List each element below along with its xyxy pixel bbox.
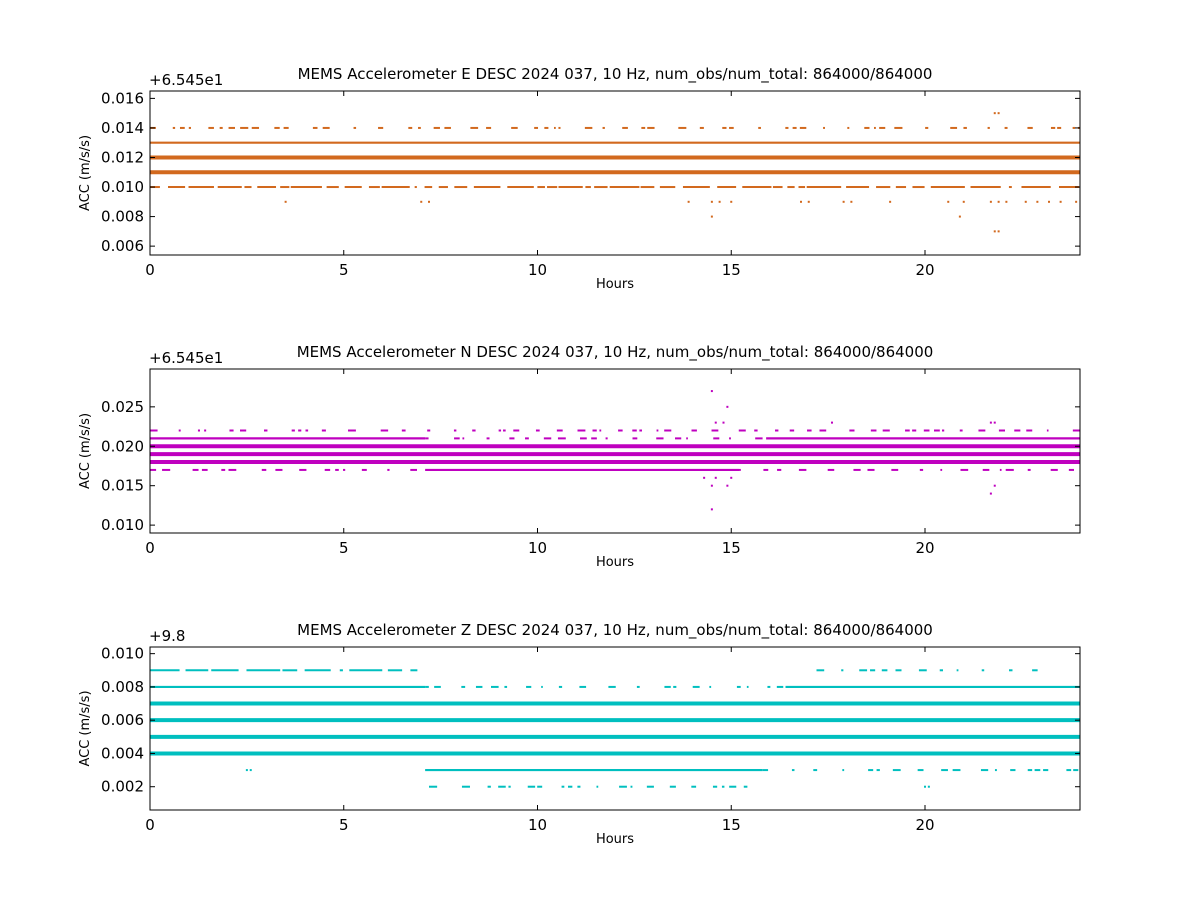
data-point xyxy=(1048,200,1050,203)
y-tick-label: 0.006 xyxy=(101,711,144,729)
data-marks xyxy=(150,390,1080,511)
data-point xyxy=(993,112,996,115)
data-point xyxy=(1036,200,1039,203)
data-point xyxy=(993,421,996,424)
y-tick-label: 0.006 xyxy=(101,237,144,255)
x-tick-label: 10 xyxy=(528,539,547,557)
y-tick-label: 0.010 xyxy=(101,178,144,196)
data-point xyxy=(710,484,713,487)
data-point xyxy=(687,200,690,203)
y-offset-text: +9.8 xyxy=(149,627,185,645)
data-point xyxy=(1059,200,1062,203)
data-point xyxy=(958,215,961,218)
x-tick-label: 15 xyxy=(722,816,741,834)
y-tick-label: 0.010 xyxy=(101,645,144,663)
x-axis-label: Hours xyxy=(596,277,634,292)
x-tick-label: 10 xyxy=(528,261,547,279)
accelerometer-n-panel: 0 5 10 15 20 0.010 0.015 0.020 0.025 MEMS Acceler… xyxy=(78,343,1081,570)
data-point xyxy=(1005,200,1008,203)
x-tick-label: 0 xyxy=(145,261,155,279)
chart-title: MEMS Accelerometer E DESC 2024 037, 10 H… xyxy=(298,65,933,84)
data-point xyxy=(722,421,725,424)
data-point xyxy=(284,200,287,203)
data-point xyxy=(997,230,1000,233)
y-offset-text: +6.545e1 xyxy=(149,349,223,367)
y-axis-label: ACC (m/s/s) xyxy=(78,413,93,489)
x-axis-label: Hours xyxy=(596,832,634,847)
data-point xyxy=(989,492,992,495)
y-tick-label: 0.014 xyxy=(101,119,144,137)
x-tick-label: 20 xyxy=(915,539,934,557)
data-point xyxy=(842,200,845,203)
x-tick-label: 5 xyxy=(339,816,349,834)
y-tick-label: 0.015 xyxy=(101,477,144,495)
axes-frame xyxy=(149,368,1081,534)
axes-frame xyxy=(149,90,1081,256)
data-marks xyxy=(150,669,1080,788)
y-tick-label: 0.020 xyxy=(101,437,144,455)
y-tick-label: 0.012 xyxy=(101,148,144,166)
data-point xyxy=(714,421,717,424)
data-point xyxy=(428,200,430,203)
x-tick-label: 15 xyxy=(722,539,741,557)
y-tick-label: 0.008 xyxy=(101,208,144,226)
axes-frame xyxy=(149,646,1081,811)
data-point xyxy=(989,200,992,203)
data-point xyxy=(249,769,252,772)
y-tick-label: 0.010 xyxy=(101,516,144,534)
data-point xyxy=(1075,200,1078,203)
data-point xyxy=(714,476,717,479)
x-tick-label: 0 xyxy=(145,539,155,557)
data-point xyxy=(420,200,423,203)
chart-title: MEMS Accelerometer N DESC 2024 037, 10 H… xyxy=(297,343,934,362)
data-point xyxy=(703,476,706,479)
accelerometer-z-panel: 0 5 10 15 20 0.002 0.004 0.006 0.008 0.010 MEMS Ac… xyxy=(78,621,1081,847)
data-point xyxy=(726,405,729,408)
data-point xyxy=(831,421,833,424)
y-tick-label: 0.016 xyxy=(101,89,144,107)
data-point xyxy=(997,200,1000,203)
y-offset-text: +6.545e1 xyxy=(149,71,223,89)
y-tick-label: 0.004 xyxy=(101,744,144,762)
data-point xyxy=(710,200,713,203)
x-axis-label: Hours xyxy=(596,555,634,570)
y-tick-label: 0.025 xyxy=(101,398,144,416)
data-point xyxy=(962,200,965,203)
data-point xyxy=(989,421,992,424)
y-tick-label: 0.008 xyxy=(101,678,144,696)
x-tick-label: 5 xyxy=(339,261,349,279)
data-point xyxy=(710,390,713,393)
y-axis-label: ACC (m/s/s) xyxy=(78,690,93,766)
accelerometer-e-panel: 0 5 10 15 20 0.006 0.008 0.010 0.012 0.014 0.016 ME… xyxy=(78,65,1081,292)
y-tick-label: 0.002 xyxy=(101,778,144,796)
x-tick-label: 0 xyxy=(145,816,155,834)
data-point xyxy=(730,476,733,479)
data-point xyxy=(800,200,802,203)
x-tick-label: 15 xyxy=(722,261,741,279)
data-point xyxy=(726,484,729,487)
data-point xyxy=(245,769,248,772)
data-point xyxy=(993,484,996,487)
y-axis-label: ACC (m/s/s) xyxy=(78,135,93,211)
x-tick-label: 10 xyxy=(528,816,547,834)
data-point xyxy=(997,112,1000,115)
data-point xyxy=(993,230,996,233)
data-point xyxy=(1024,200,1027,203)
data-point xyxy=(730,200,733,203)
data-point xyxy=(807,200,810,203)
data-point xyxy=(889,200,892,203)
x-tick-label: 20 xyxy=(915,816,934,834)
data-point xyxy=(710,508,713,511)
data-point xyxy=(710,215,713,218)
data-marks xyxy=(150,112,1080,233)
data-point xyxy=(718,200,721,203)
chart-title: MEMS Accelerometer Z DESC 2024 037, 10 H… xyxy=(297,621,933,640)
x-tick-label: 5 xyxy=(339,539,349,557)
data-point xyxy=(924,785,926,788)
x-tick-label: 20 xyxy=(915,261,934,279)
data-point xyxy=(947,200,950,203)
data-point xyxy=(927,785,930,788)
data-point xyxy=(850,200,853,203)
